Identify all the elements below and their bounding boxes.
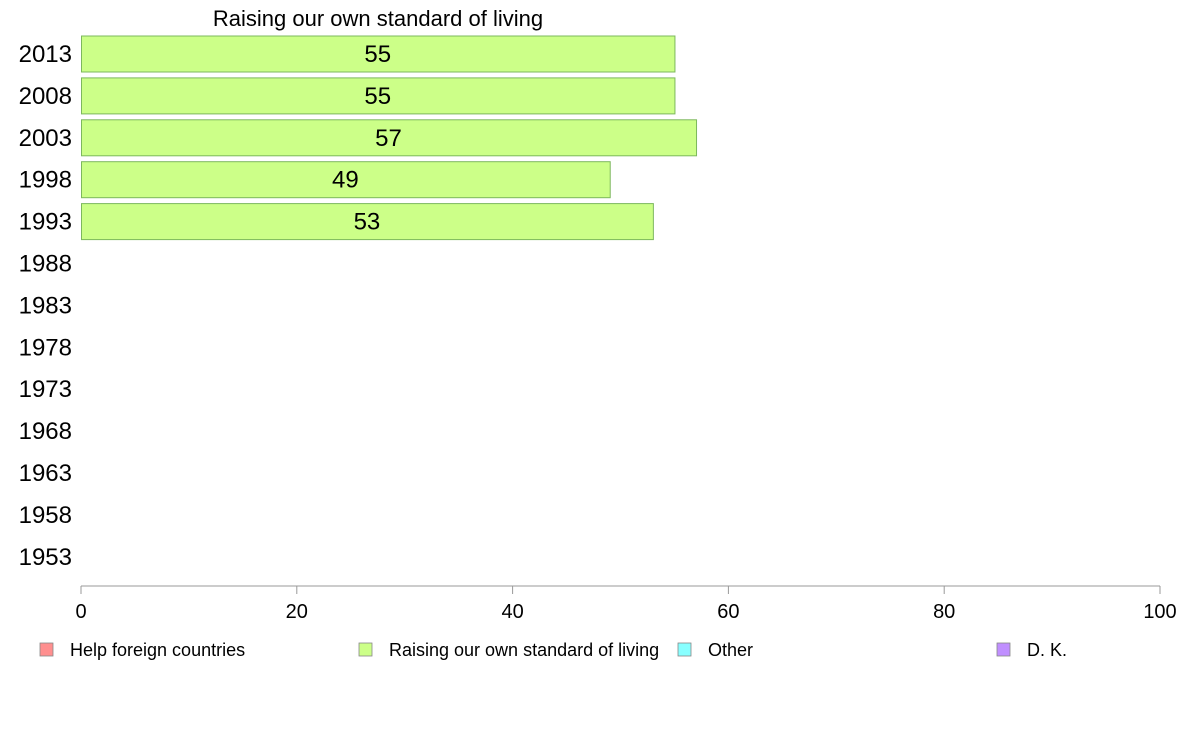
bar bbox=[81, 77, 676, 115]
legend-label: Help foreign countries bbox=[70, 640, 245, 660]
year-label: 1993 bbox=[19, 209, 72, 236]
year-label: 1963 bbox=[19, 460, 72, 487]
legend-label: D. K. bbox=[1027, 640, 1067, 660]
year-label: 2003 bbox=[19, 125, 72, 152]
bar-value-label: 49 bbox=[332, 167, 359, 194]
bar bbox=[81, 161, 611, 199]
year-label: 1953 bbox=[19, 544, 72, 571]
year-label: 1973 bbox=[19, 376, 72, 403]
bar bbox=[81, 35, 676, 73]
year-label: 1988 bbox=[19, 251, 72, 278]
year-label: 2008 bbox=[19, 83, 72, 110]
bar-value-label: 57 bbox=[375, 125, 402, 152]
year-label: 1958 bbox=[19, 502, 72, 529]
x-tick-label: 80 bbox=[933, 601, 955, 623]
bar-value-label: 55 bbox=[364, 83, 391, 110]
legend-label: Raising our own standard of living bbox=[389, 640, 659, 660]
x-axis: 0 20 40 60 80 100 bbox=[75, 585, 1177, 623]
legend-swatch bbox=[996, 642, 1011, 657]
legend: Help foreign countries Raising our own st… bbox=[39, 640, 1067, 660]
x-tick-label: 20 bbox=[286, 601, 308, 623]
legend-swatch bbox=[677, 642, 692, 657]
legend-label: Other bbox=[708, 640, 753, 660]
year-label: 1978 bbox=[19, 334, 72, 361]
x-tick-label: 60 bbox=[717, 601, 739, 623]
year-label: 2013 bbox=[19, 41, 72, 68]
legend-swatch bbox=[358, 642, 373, 657]
year-labels: 2013 2008 2003 1998 1993 1988 1983 1978 1973 1968… bbox=[19, 41, 72, 571]
year-label: 1968 bbox=[19, 418, 72, 445]
legend-swatch bbox=[39, 642, 54, 657]
bar-value-label: 55 bbox=[364, 41, 391, 68]
year-label: 1983 bbox=[19, 292, 72, 319]
x-tick-label: 100 bbox=[1143, 601, 1176, 623]
bar bbox=[81, 119, 698, 157]
x-tick-label: 40 bbox=[501, 601, 523, 623]
bar bbox=[81, 203, 654, 241]
bars: 55 55 57 49 53 bbox=[81, 35, 698, 241]
bar-value-label: 53 bbox=[354, 209, 381, 236]
year-label: 1998 bbox=[19, 167, 72, 194]
x-tick-label: 0 bbox=[75, 601, 86, 623]
chart-title: Raising our own standard of living bbox=[213, 6, 543, 31]
